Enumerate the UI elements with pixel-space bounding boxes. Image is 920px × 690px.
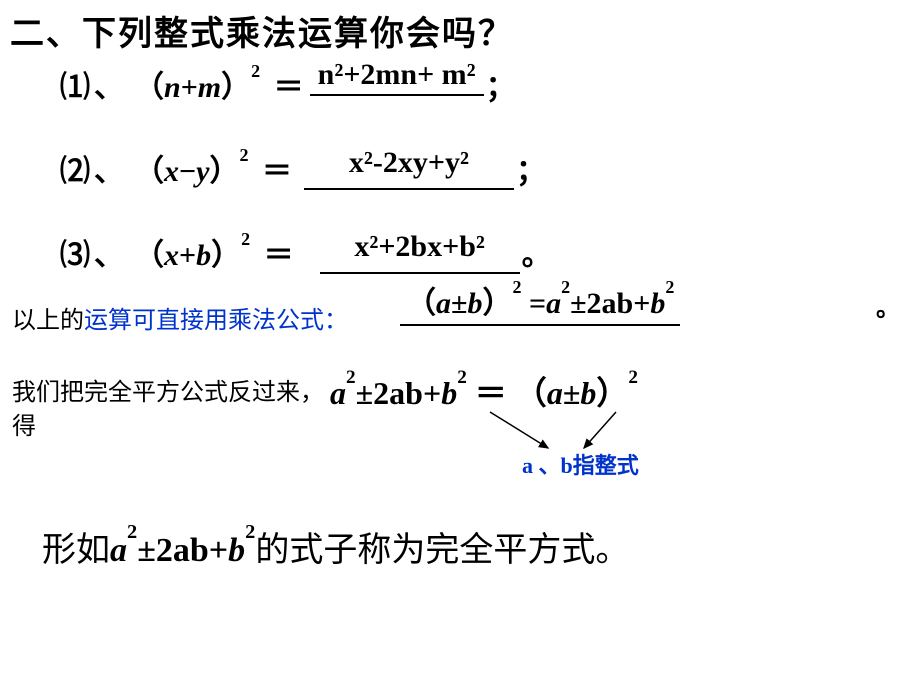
ab-note: a 、b指整式: [522, 448, 639, 480]
end-punct: ；: [516, 146, 546, 190]
note-1: 以上的运算可直接用乘法公式：: [12, 300, 348, 335]
answer-blank: n²+2mn+ m²: [310, 58, 484, 96]
note1-blue: 运算可直接用乘法公式：: [84, 308, 348, 334]
problem-row-3: ⑶ 、 （x+b）2 ＝ x²+2bx+b² 。: [60, 230, 552, 274]
section-title: 二、下列整式乘法运算你会吗？: [10, 6, 514, 55]
answer-line: [320, 272, 520, 274]
final-statement: 形如a2±2ab+b2的式子称为完全平方式。: [42, 522, 629, 571]
end-punct: ；: [486, 62, 516, 106]
problem-number: ⑵: [60, 146, 90, 190]
answer-wrap: x²-2xy+y²: [304, 152, 514, 190]
formula-answer: （a±b）2 =a2±2ab+b2: [400, 278, 680, 326]
answer-wrap: x²+2bx+b²: [320, 236, 520, 274]
arrow-line: [584, 412, 616, 448]
note1-pre: 以上的: [12, 308, 84, 334]
problem-row-1: ⑴ 、 （n+m）2 ＝ n²+2mn+ m² ；: [60, 62, 516, 106]
problem-row-2: ⑵ 、 （x−y）2 ＝ x²-2xy+y² ；: [60, 146, 546, 190]
comma: 、: [94, 62, 124, 106]
problem-number: ⑴: [60, 62, 90, 106]
lhs: （x+b）2 ＝: [134, 230, 300, 274]
note-2-line2: 得: [12, 406, 36, 441]
slide-container: 二、下列整式乘法运算你会吗？ ⑴ 、 （n+m）2 ＝ n²+2mn+ m² ；…: [0, 0, 920, 690]
comma: 、: [94, 230, 124, 274]
lhs: （n+m）2 ＝: [134, 62, 310, 106]
end-punct: 。: [522, 230, 552, 274]
answer-text: x²+2bx+b²: [346, 230, 493, 266]
answer-line: [304, 188, 514, 190]
formula-end: 。: [876, 288, 900, 323]
comma: 、: [94, 146, 124, 190]
answer-text: x²-2xy+y²: [341, 146, 477, 182]
problem-number: ⑶: [60, 230, 90, 274]
lhs: （x−y）2 ＝: [134, 146, 298, 190]
note-2-line1: 我们把完全平方公式反过来，: [12, 372, 324, 407]
arrow-line: [490, 412, 548, 448]
